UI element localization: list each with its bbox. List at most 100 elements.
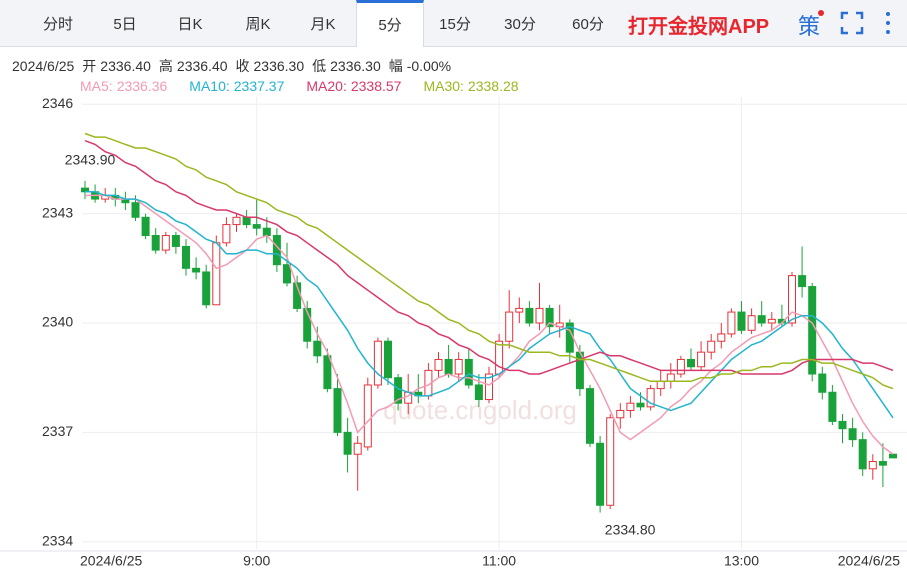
tab[interactable]: 5日 bbox=[113, 16, 137, 33]
extreme-label: 2334.80 bbox=[605, 521, 656, 537]
candle-body bbox=[252, 224, 261, 229]
x-tick-label: 13:00 bbox=[724, 553, 759, 569]
candle-body bbox=[262, 227, 271, 237]
info-date: 2024/6/25 bbox=[12, 58, 75, 74]
candle-body bbox=[747, 315, 756, 331]
candle-body bbox=[707, 340, 716, 353]
legend: MA52336.36MA102337.37MA202338.57MA302338… bbox=[80, 78, 541, 94]
candle-body bbox=[373, 340, 382, 386]
y-tick-label: 2334 bbox=[42, 532, 73, 548]
info-value: 2336.30 bbox=[253, 58, 305, 74]
info-label: 开 bbox=[82, 58, 97, 74]
candle-body bbox=[636, 402, 645, 408]
candle-body bbox=[717, 333, 726, 342]
info-item: 收 2336.30 bbox=[236, 58, 305, 74]
ma-line bbox=[84, 139, 894, 375]
info-item: 幅 -0.00% bbox=[389, 58, 451, 74]
info-item: 低 2336.30 bbox=[312, 58, 381, 74]
ma-line bbox=[85, 191, 894, 419]
tab[interactable]: 日K bbox=[177, 16, 203, 33]
candle-body bbox=[586, 388, 594, 444]
candle-body bbox=[485, 373, 493, 401]
candle-body bbox=[798, 275, 807, 288]
candle-body bbox=[434, 358, 443, 371]
candle-body bbox=[505, 311, 514, 342]
tab[interactable]: 30分 bbox=[504, 16, 536, 33]
tab[interactable]: 60分 bbox=[572, 16, 604, 33]
tab[interactable]: 周K bbox=[245, 16, 271, 33]
candle-body bbox=[697, 351, 706, 368]
candle-body bbox=[676, 358, 685, 375]
y-tick-label: 2340 bbox=[42, 314, 73, 330]
candle-body bbox=[363, 384, 372, 448]
x-tick-label: 2024/6/25 bbox=[80, 553, 142, 569]
tab[interactable]: 月K bbox=[310, 16, 336, 33]
ma-line bbox=[84, 132, 894, 390]
candle-body bbox=[222, 224, 231, 244]
info-label: 高 bbox=[158, 58, 173, 74]
candle-body bbox=[535, 307, 544, 324]
notify-dot bbox=[818, 10, 824, 16]
legend-name: MA20 bbox=[306, 78, 346, 94]
extreme-label: 2343.90 bbox=[65, 152, 116, 168]
candle-body bbox=[353, 442, 362, 455]
info-line: 2024/6/25 开 2336.40 高 2336.40 收 2336.30 低 2336.3… bbox=[12, 56, 459, 76]
y-tick-label: 2337 bbox=[42, 423, 73, 439]
info-label: 收 bbox=[235, 58, 250, 74]
candle-body bbox=[525, 307, 534, 324]
candle-body bbox=[131, 202, 140, 218]
candle-body bbox=[666, 373, 675, 382]
candle-body bbox=[202, 271, 211, 306]
legend-item: MA202338.57 bbox=[306, 78, 401, 94]
candle-body bbox=[323, 355, 332, 390]
candle-body bbox=[141, 216, 150, 237]
candle-body bbox=[848, 428, 857, 441]
toolbar: 分时 5日 日K 周K 月K 5分 15分 30分 60分 打开金投网APP 策 bbox=[0, 0, 907, 47]
candle-body bbox=[283, 264, 291, 284]
x-tick-label: 11:00 bbox=[482, 553, 516, 569]
x-tick-label: 9:00 bbox=[243, 553, 270, 569]
more-icon[interactable] bbox=[886, 12, 890, 34]
info-label: 低 bbox=[312, 58, 327, 74]
x-tick-label: 2024/6/25 bbox=[838, 553, 900, 569]
candle-body bbox=[596, 442, 605, 506]
brand[interactable]: 打开金投网APP bbox=[628, 16, 770, 38]
candle-body bbox=[868, 461, 877, 470]
candle-body bbox=[171, 235, 180, 247]
toolbar-icons bbox=[840, 11, 890, 35]
candle-body bbox=[545, 307, 554, 328]
candle-body bbox=[788, 275, 796, 324]
candle-body bbox=[161, 235, 170, 251]
info-item: 开 2336.40 bbox=[82, 58, 151, 74]
tab[interactable]: 分时 bbox=[42, 16, 73, 33]
candle-body bbox=[303, 307, 312, 342]
tab[interactable]: 15分 bbox=[439, 16, 471, 33]
candle-body bbox=[232, 216, 241, 226]
candle-body bbox=[212, 242, 221, 306]
candle-body bbox=[687, 358, 695, 368]
candle-body bbox=[464, 358, 473, 386]
candle-body bbox=[767, 318, 776, 324]
candle-body bbox=[616, 409, 625, 419]
candle-body bbox=[727, 311, 736, 335]
candle-body bbox=[474, 384, 483, 401]
candle-body bbox=[151, 235, 160, 251]
info-label: 幅 bbox=[388, 58, 403, 74]
candle-body bbox=[757, 315, 766, 324]
legend-name: MA10 bbox=[189, 78, 229, 94]
candle-body bbox=[444, 358, 453, 375]
candle-body bbox=[626, 402, 635, 411]
tab[interactable]: 5分 bbox=[356, 0, 424, 47]
info-value: 2336.30 bbox=[330, 58, 381, 74]
candle-body bbox=[333, 388, 342, 433]
info-value: -0.00% bbox=[406, 58, 452, 74]
candle-body bbox=[858, 439, 867, 470]
y-tick-label: 2343 bbox=[42, 204, 73, 220]
fullscreen-icon[interactable] bbox=[840, 11, 864, 35]
candle-body bbox=[242, 216, 251, 226]
info-value: 2336.40 bbox=[100, 58, 151, 74]
candle-body bbox=[737, 311, 746, 331]
candle-body bbox=[384, 340, 392, 379]
strategy-icon[interactable]: 策 bbox=[798, 14, 821, 39]
